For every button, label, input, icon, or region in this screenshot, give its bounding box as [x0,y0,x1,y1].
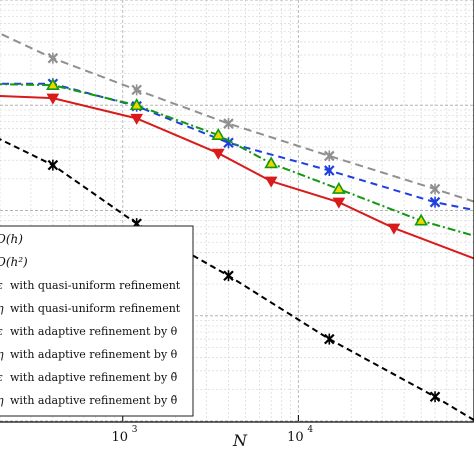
legend-entry: O(h) [0,232,23,246]
legend-symbol: η [0,302,4,315]
legend-symbol: η [0,394,4,407]
legend-entry: with adaptive refinement by θ [10,348,178,361]
legend-entry: O(h²) [0,255,28,269]
data-point [324,333,335,345]
legend-box [0,225,194,417]
data-point [130,113,144,125]
legend: O(h) O(h²) ε with quasi-uniform refinement η… [0,225,194,417]
grid-lines [0,0,474,422]
data-point [324,164,335,176]
data-point [47,159,59,171]
data-point [429,391,441,403]
x-tick-exponent: 4 [307,425,313,435]
series-5 [0,78,474,237]
legend-entry: with adaptive refinement by θ̃ [10,371,178,384]
x-axis-label: N [232,431,248,450]
data-point [45,78,60,91]
data-point [47,52,59,64]
x-tick-exponent: 3 [132,425,138,435]
x-tick-labels: 10 3 10 4 [111,415,313,445]
legend-entry: with quasi-uniform refinement [10,302,181,315]
legend-entry: with quasi-uniform refinement [10,279,181,292]
legend-symbol: ε [0,279,3,292]
plot-frame [0,0,474,423]
legend-symbol: η [0,348,4,361]
series-4 [0,93,474,260]
data-point [131,84,142,96]
legend-entry: with adaptive refinement by θ̃ [10,394,178,407]
data-point [46,93,60,105]
data-point [332,197,346,209]
legend-symbol: ε [0,325,3,338]
series-1 [0,32,474,203]
data-point [264,176,278,188]
data-point [211,148,225,160]
data-point [264,156,279,169]
data-point [223,118,234,130]
x-tick-label: 10 [287,430,304,445]
data-point [414,213,429,226]
series-line [0,83,474,237]
data-point [211,128,226,140]
series-line [0,94,474,260]
data-point [429,183,441,195]
data-point [223,270,234,282]
data-point [387,223,401,235]
data-point [331,181,346,194]
data-point [429,196,441,208]
legend-symbol: ε [0,371,3,384]
data-point [324,150,335,162]
data-point [129,98,144,111]
x-tick-label: 10 [111,430,128,445]
legend-entry: with adaptive refinement by θ [10,325,178,338]
